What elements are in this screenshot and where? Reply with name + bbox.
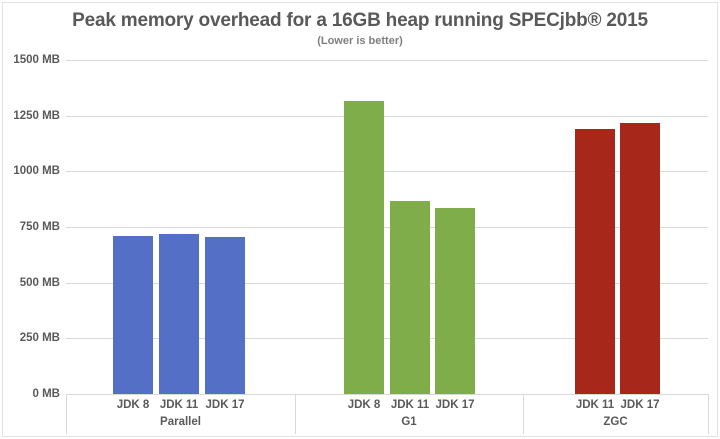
gridline [66, 60, 708, 61]
gridline [66, 338, 708, 339]
bar-g1-jdk8 [344, 100, 384, 394]
x-tick-label: JDK 17 [620, 399, 660, 411]
bar-zgc-jdk11 [575, 129, 615, 394]
chart-subtitle: (Lower is better) [317, 35, 403, 47]
y-tick-label: 0 MB [32, 388, 60, 400]
axis-group-separator [295, 394, 296, 434]
bar-parallel-jdk11 [159, 233, 199, 394]
x-tick-label: JDK 11 [159, 399, 199, 411]
bar-parallel-jdk8 [113, 235, 153, 394]
axis-group-separator [523, 394, 524, 434]
x-tick-label: JDK 11 [575, 399, 615, 411]
group-label-parallel: Parallel [160, 416, 201, 428]
axis-group-separator [708, 394, 709, 434]
axis-group-separator [66, 394, 67, 434]
x-tick-label: JDK 17 [435, 399, 475, 411]
bar-g1-jdk11 [390, 201, 430, 394]
x-tick-label: JDK 8 [116, 399, 150, 411]
gridline [66, 283, 708, 284]
group-label-g1: G1 [401, 416, 417, 428]
y-tick-label: 1000 MB [13, 165, 60, 178]
chart-title: Peak memory overhead for a 16GB heap run… [72, 10, 648, 31]
y-tick-label: 1250 MB [13, 109, 60, 122]
bar-zgc-jdk17 [620, 122, 660, 394]
gridline [66, 116, 708, 117]
x-tick-label: JDK 8 [347, 399, 381, 411]
y-tick-label: 250 MB [19, 332, 60, 345]
bar-g1-jdk17 [435, 208, 475, 394]
gridline [66, 227, 708, 228]
y-tick-label: 750 MB [19, 221, 60, 233]
bar-parallel-jdk17 [205, 236, 245, 394]
x-tick-label: JDK 11 [390, 399, 430, 411]
y-tick-label: 1500 MB [13, 54, 60, 66]
gridline [66, 171, 708, 172]
x-tick-label: JDK 17 [205, 399, 245, 411]
y-tick-label: 500 MB [19, 276, 60, 289]
group-label-zgc: ZGC [603, 416, 628, 428]
x-axis [66, 394, 708, 435]
